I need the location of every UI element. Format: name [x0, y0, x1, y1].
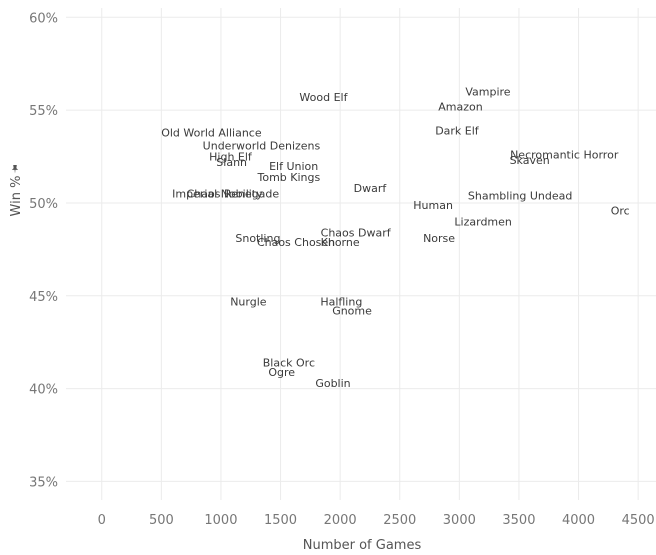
- x-axis-title: Number of Games: [303, 538, 422, 553]
- data-point-label[interactable]: Dark Elf: [435, 125, 480, 138]
- data-point-label[interactable]: Old World Alliance: [161, 126, 262, 139]
- data-point-label[interactable]: Human: [413, 199, 453, 212]
- data-point-label[interactable]: Vampire: [465, 86, 510, 99]
- data-point-label[interactable]: Halfling: [320, 295, 362, 308]
- x-tick-label: 3000: [443, 513, 476, 528]
- data-point-label[interactable]: Nurgle: [230, 295, 267, 308]
- y-axis-title: Win %: [9, 176, 24, 217]
- y-tick-label: 50%: [29, 197, 58, 212]
- data-point-label[interactable]: Gnome: [332, 305, 372, 318]
- data-point-label[interactable]: High Elf: [209, 151, 253, 164]
- y-tick-label: 40%: [29, 383, 58, 398]
- y-tick-label: 60%: [29, 11, 58, 26]
- y-axis-title-group: Win %: [9, 164, 24, 217]
- data-point-label[interactable]: Chaos Dwarf: [321, 227, 392, 240]
- data-points: Vampire Wood Elf Amazon Dark Elf Old World A…: [161, 86, 630, 390]
- y-tick-label: 45%: [29, 290, 58, 305]
- data-point-label[interactable]: Chaos Chosen: [257, 236, 335, 249]
- data-point-label[interactable]: Lizardmen: [454, 216, 511, 229]
- data-point-label[interactable]: Black Orc: [263, 357, 315, 370]
- x-tick-label: 1000: [204, 513, 237, 528]
- data-point-label[interactable]: Orc: [611, 204, 630, 217]
- data-point-label[interactable]: Necromantic Horror: [510, 149, 619, 162]
- data-point-label[interactable]: Skaven: [510, 154, 550, 167]
- data-point-label[interactable]: Khorne: [321, 236, 360, 249]
- y-axis-ticks: 35% 40% 45% 50% 55% 60%: [29, 11, 58, 490]
- pin-icon[interactable]: [11, 164, 19, 174]
- x-tick-label: 4000: [562, 513, 595, 528]
- x-axis-ticks: 0 500 1000 1500 2000 2500 3000 3500 4000 4500: [98, 513, 655, 528]
- y-tick-label: 55%: [29, 104, 58, 119]
- data-point-label[interactable]: Ogre: [268, 366, 295, 379]
- x-tick-label: 500: [149, 513, 174, 528]
- x-tick-label: 2000: [324, 513, 357, 528]
- data-point-label[interactable]: Goblin: [315, 377, 350, 390]
- gridlines: [66, 8, 656, 500]
- data-point-label[interactable]: Snotling: [235, 232, 280, 245]
- data-point-label[interactable]: Elf Union: [269, 160, 318, 173]
- x-tick-label: 2500: [383, 513, 416, 528]
- x-tick-label: 0: [98, 513, 106, 528]
- x-tick-label: 3500: [502, 513, 535, 528]
- x-tick-label: 1500: [264, 513, 297, 528]
- data-point-label[interactable]: Amazon: [438, 100, 482, 113]
- data-point-label[interactable]: Slann: [216, 156, 247, 169]
- x-tick-label: 4500: [622, 513, 655, 528]
- data-point-label[interactable]: Chaos Renegade: [187, 188, 280, 201]
- data-point-label[interactable]: Imperial Nobility: [172, 188, 263, 201]
- data-point-label[interactable]: Shambling Undead: [468, 190, 572, 203]
- data-point-label[interactable]: Underworld Denizens: [203, 139, 321, 152]
- data-point-label[interactable]: Tomb Kings: [257, 171, 321, 184]
- data-point-label[interactable]: Wood Elf: [299, 91, 348, 104]
- data-point-label[interactable]: Norse: [423, 232, 455, 245]
- y-tick-label: 35%: [29, 475, 58, 490]
- data-point-label[interactable]: Dwarf: [354, 182, 388, 195]
